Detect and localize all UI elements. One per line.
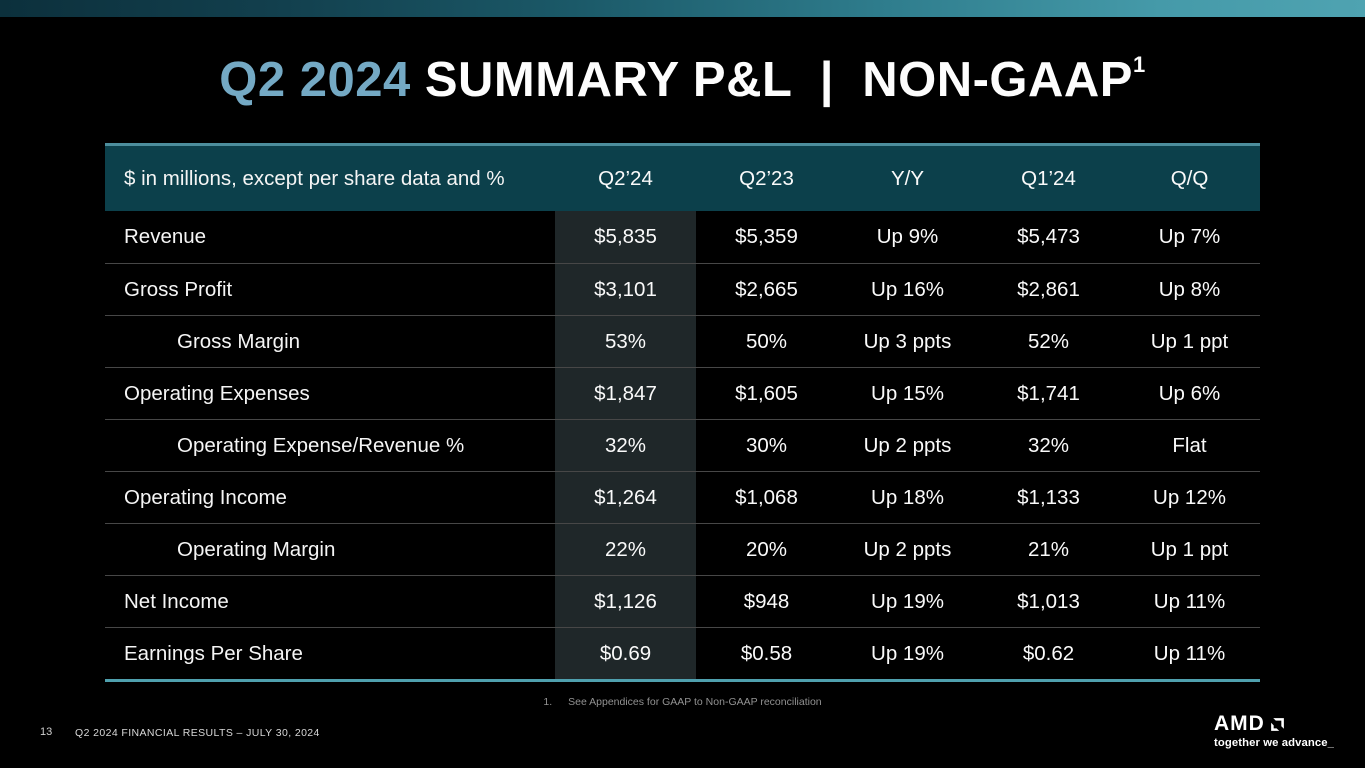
header-units-label: $ in millions, except per share data and… bbox=[124, 166, 505, 190]
table-header-row: $ in millions, except per share data and… bbox=[105, 143, 1260, 211]
cell-q1-24: $1,133 bbox=[1017, 485, 1080, 509]
cell-qq: Up 6% bbox=[1158, 381, 1221, 405]
footnote: 1. See Appendices for GAAP to Non-GAAP re… bbox=[0, 696, 1365, 708]
cell-q2-24: $1,847 bbox=[555, 368, 696, 419]
header-q1-24: Q1’24 bbox=[1021, 166, 1076, 190]
cell-q2-23: $1,605 bbox=[735, 381, 798, 405]
cell-qq: Flat bbox=[1172, 433, 1207, 457]
row-label: Operating Margin bbox=[177, 537, 336, 561]
cell-qq: Up 12% bbox=[1153, 485, 1226, 509]
cell-q2-23: 30% bbox=[745, 433, 788, 457]
cell-q2-24: $3,101 bbox=[555, 264, 696, 315]
slide-title-quarter: Q2 2024 bbox=[219, 53, 411, 107]
cell-qq: Up 11% bbox=[1153, 589, 1226, 613]
table-row-net-income: Net Income $1,126 $948 Up 19% $1,013 Up … bbox=[105, 575, 1260, 627]
row-label: Revenue bbox=[124, 225, 207, 248]
cell-qq: Up 1 ppt bbox=[1150, 537, 1229, 561]
row-label: Earnings Per Share bbox=[124, 641, 303, 665]
cell-qq: Up 7% bbox=[1158, 225, 1221, 248]
cell-yy: Up 2 ppts bbox=[863, 537, 952, 561]
header-qq: Q/Q bbox=[1170, 166, 1209, 190]
row-label: Operating Expenses bbox=[124, 381, 310, 405]
pnl-table: $ in millions, except per share data and… bbox=[105, 143, 1260, 682]
cell-q1-24: $1,013 bbox=[1017, 589, 1080, 613]
cell-yy: Up 19% bbox=[871, 641, 944, 665]
cell-q1-24: 32% bbox=[1027, 433, 1070, 457]
footer-caption: Q2 2024 FINANCIAL RESULTS – JULY 30, 202… bbox=[75, 727, 320, 739]
table-row-gross-margin: Gross Margin 53% 50% Up 3 ppts 52% Up 1 … bbox=[105, 315, 1260, 367]
cell-q1-24: 52% bbox=[1027, 329, 1070, 353]
cell-qq: Up 8% bbox=[1158, 277, 1221, 301]
cell-yy: Up 3 ppts bbox=[863, 329, 952, 353]
cell-q1-24: $5,473 bbox=[1017, 225, 1080, 248]
footnote-number: 1. bbox=[543, 696, 553, 708]
cell-q2-24: $1,126 bbox=[555, 576, 696, 627]
row-label: Operating Expense/Revenue % bbox=[177, 433, 465, 457]
cell-q2-24: $0.69 bbox=[555, 628, 696, 679]
cell-yy: Up 19% bbox=[871, 589, 944, 613]
cell-yy: Up 9% bbox=[876, 225, 939, 248]
top-accent-bar bbox=[0, 0, 1365, 17]
table-row-operating-expenses: Operating Expenses $1,847 $1,605 Up 15% … bbox=[105, 367, 1260, 419]
row-label: Gross Profit bbox=[124, 277, 233, 301]
table-row-operating-margin: Operating Margin 22% 20% Up 2 ppts 21% U… bbox=[105, 523, 1260, 575]
amd-arrow-icon bbox=[1270, 717, 1284, 731]
row-label: Gross Margin bbox=[177, 329, 301, 353]
table-row-opex-revenue-pct: Operating Expense/Revenue % 32% 30% Up 2… bbox=[105, 419, 1260, 471]
slide-title: Q2 2024 SUMMARY P&L | NON-GAAP1 bbox=[0, 52, 1365, 108]
cell-q1-24: $0.62 bbox=[1022, 641, 1075, 665]
cell-q2-23: $0.58 bbox=[740, 641, 793, 665]
header-q2-23: Q2’23 bbox=[739, 166, 794, 190]
cell-q2-23: 50% bbox=[745, 329, 788, 353]
row-label: Net Income bbox=[124, 589, 229, 613]
cell-q2-24: $1,264 bbox=[555, 472, 696, 523]
page-number: 13 bbox=[40, 726, 53, 738]
cell-q2-24: 22% bbox=[555, 524, 696, 575]
row-label: Operating Income bbox=[124, 485, 287, 509]
amd-brand-block: AMD together we advance_ bbox=[1214, 712, 1335, 749]
header-yy: Y/Y bbox=[890, 166, 925, 190]
cell-q2-23: $2,665 bbox=[735, 277, 798, 301]
cell-q2-24: $5,835 bbox=[555, 211, 696, 263]
cell-q2-24: 32% bbox=[555, 420, 696, 471]
footnote-text: See Appendices for GAAP to Non-GAAP reco… bbox=[568, 696, 822, 708]
cell-yy: Up 16% bbox=[871, 277, 944, 301]
cell-q2-23: 20% bbox=[745, 537, 788, 561]
cell-q2-23: $1,068 bbox=[735, 485, 798, 509]
table-row-gross-profit: Gross Profit $3,101 $2,665 Up 16% $2,861… bbox=[105, 263, 1260, 315]
cell-qq: Up 11% bbox=[1153, 641, 1226, 665]
slide-title-footnote-ref: 1 bbox=[1132, 52, 1146, 77]
cell-yy: Up 18% bbox=[871, 485, 944, 509]
table-row-earnings-per-share: Earnings Per Share $0.69 $0.58 Up 19% $0… bbox=[105, 627, 1260, 679]
header-q2-24: Q2’24 bbox=[598, 166, 653, 190]
cell-q2-23: $5,359 bbox=[735, 225, 798, 248]
cell-q1-24: 21% bbox=[1027, 537, 1070, 561]
cell-qq: Up 1 ppt bbox=[1150, 329, 1229, 353]
cell-yy: Up 2 ppts bbox=[863, 433, 952, 457]
cell-q2-24: 53% bbox=[555, 316, 696, 367]
table-row-operating-income: Operating Income $1,264 $1,068 Up 18% $1… bbox=[105, 471, 1260, 523]
amd-logo: AMD bbox=[1214, 712, 1314, 736]
cell-q2-23: $948 bbox=[743, 589, 790, 613]
cell-q1-24: $2,861 bbox=[1017, 277, 1080, 301]
amd-tagline: together we advance_ bbox=[1214, 737, 1335, 749]
cell-q1-24: $1,741 bbox=[1017, 381, 1080, 405]
table-row-revenue: Revenue $5,835 $5,359 Up 9% $5,473 Up 7% bbox=[105, 211, 1260, 263]
slide-title-main: SUMMARY P&L | NON-GAAP bbox=[410, 53, 1133, 107]
cell-yy: Up 15% bbox=[871, 381, 944, 405]
amd-wordmark: AMD bbox=[1214, 712, 1265, 735]
